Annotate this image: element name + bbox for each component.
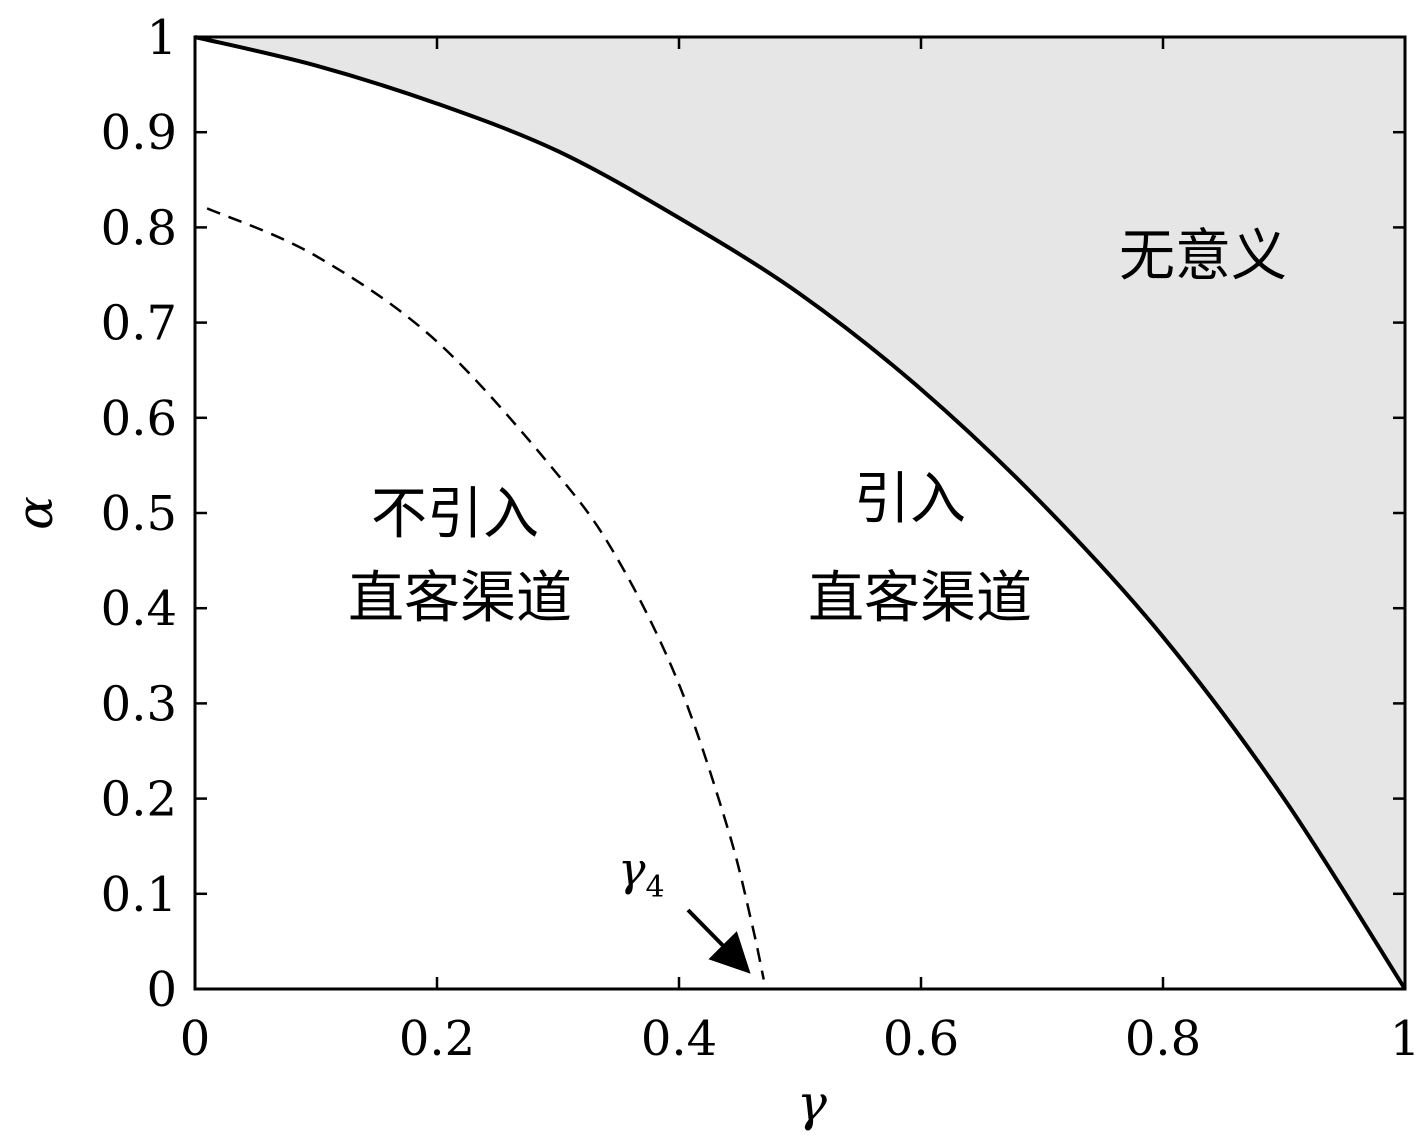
y-tick-label: 0.7 — [101, 296, 177, 352]
y-tick-label: 0.3 — [101, 676, 177, 732]
x-tick-label: 0.6 — [883, 1011, 959, 1067]
y-tick-label: 0.4 — [101, 581, 177, 637]
gamma4-subscript: 4 — [646, 870, 665, 905]
y-tick-label: 0.6 — [101, 391, 177, 447]
y-axis-ticks: 0 0.1 0.2 0.3 0.4 0.5 0.6 0.7 0.8 0.9 1 — [101, 10, 1405, 1018]
region-label-direct-line2: 直客渠道 — [808, 566, 1032, 631]
x-tick-label: 0.4 — [641, 1011, 717, 1067]
gamma4-arrow — [686, 908, 751, 974]
y-tick-label: 0.5 — [101, 486, 177, 542]
region-label-no-direct-line2: 直客渠道 — [348, 566, 572, 631]
y-axis-label: α — [6, 496, 64, 530]
region-label-direct-line1: 引入 — [854, 467, 966, 532]
y-tick-label: 0 — [146, 962, 177, 1018]
boundary-solid-line — [194, 35, 1407, 991]
gamma4-annotation: γ4 — [618, 842, 665, 905]
y-tick-label: 1 — [146, 10, 177, 66]
region-label-meaningless: 无意义 — [1119, 224, 1287, 289]
meaningless-region-shade — [195, 37, 1405, 989]
y-tick-label: 0.2 — [101, 772, 177, 828]
x-tick-label: 0 — [180, 1011, 211, 1067]
gamma4-symbol: γ — [618, 842, 646, 896]
region-label-no-direct-line1: 不引入 — [371, 482, 539, 547]
x-axis-label: γ — [797, 1074, 827, 1132]
x-tick-label: 1 — [1390, 1011, 1416, 1067]
x-tick-label: 0.8 — [1125, 1011, 1201, 1067]
x-axis-ticks: 0 0.2 0.4 0.6 0.8 1 — [180, 37, 1416, 1067]
y-tick-label: 0.9 — [101, 105, 177, 161]
y-tick-label: 0.1 — [101, 867, 177, 923]
threshold-dashed-line — [206, 207, 765, 980]
y-tick-label: 0.8 — [101, 200, 177, 256]
x-tick-label: 0.2 — [399, 1011, 475, 1067]
